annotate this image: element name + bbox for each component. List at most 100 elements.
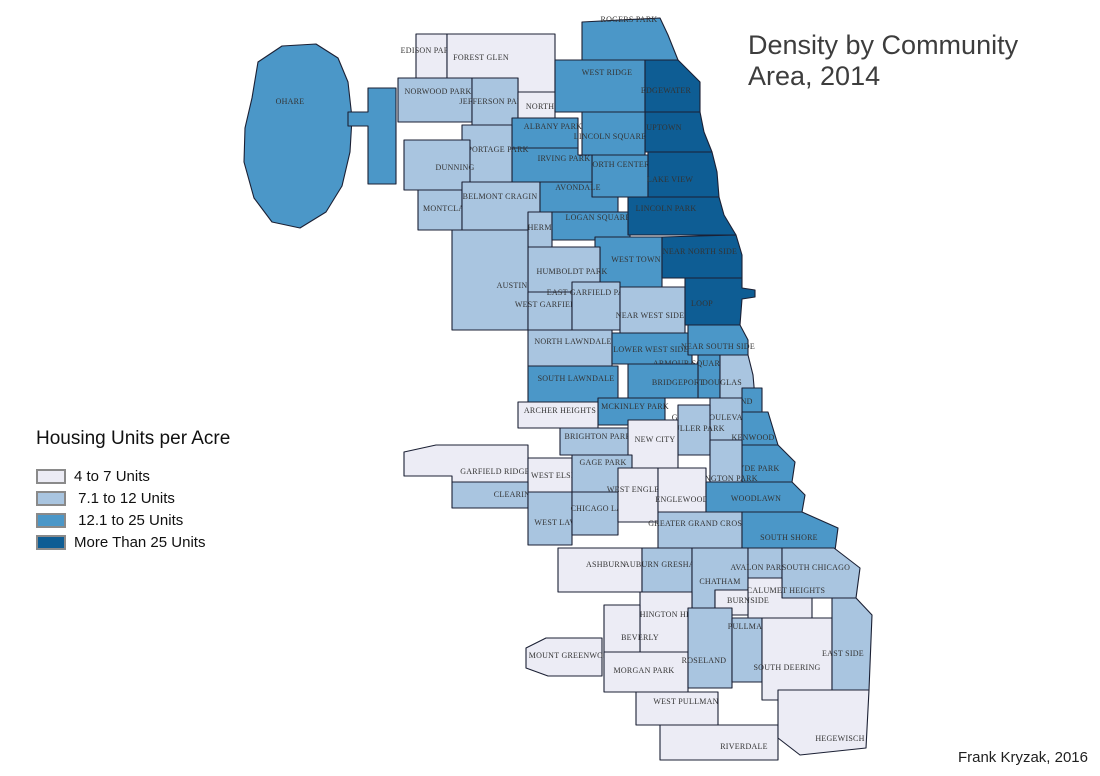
region-shape-avondale [539,181,619,213]
region-label-calumet-heights: CALUMET HEIGHTS [747,586,826,595]
region-label-lincoln-square: LINCOLN SQUARE [574,132,647,141]
legend-swatch-12-to-25 [36,512,66,528]
region-shape-edison-park [415,33,448,79]
region-label-jefferson-park: JEFFERSON PARK [459,97,528,106]
region-west-ridge: WEST RIDGE [554,59,646,113]
region-shape-douglas [719,354,756,399]
region-label-austin: AUSTIN [497,281,528,290]
region-ashburn: ASHBURN [557,547,643,593]
region-west-lawn: WEST LAWN [527,491,583,546]
region-woodlawn: WOODLAWN [705,481,806,513]
region-label-near-north-side: NEAR NORTH SIDE [663,247,737,256]
region-label-dunning: DUNNING [435,163,474,172]
legend-row-0: 4 to 7 Units [36,467,306,485]
region-label-archer-heights: ARCHER HEIGHTS [524,406,596,415]
region-hegewisch: HEGEWISCH [777,689,870,756]
region-label-irving-park: IRVING PARK [538,154,591,163]
map-title-line1: Density by Community [748,30,1019,60]
region-shape-edgewater [644,59,701,113]
region-label-burnside: BURNSIDE [727,596,769,605]
region-south-lawndale: SOUTH LAWNDALE [527,365,619,403]
region-lincoln-square: LINCOLN SQUARE [574,111,647,156]
region-near-north-side: NEAR NORTH SIDE [661,234,743,279]
region-label-mckinley-park: MCKINLEY PARK [601,402,669,411]
region-north-lawndale: NORTH LAWNDALE [527,329,613,367]
region-riverdale: RIVERDALE [659,724,779,761]
region-label-west-ridge: WEST RIDGE [582,68,633,77]
region-shape-north-lawndale [527,329,613,367]
region-label-near-west-side: NEAR WEST SIDE [616,311,685,320]
region-label-ohare: OHARE [276,97,305,106]
region-shape-ohare [243,43,353,229]
region-shape-englewood [657,467,707,513]
region-label-belmont-cragin: BELMONT CRAGIN [463,192,538,201]
region-label-avalon-park: AVALON PARK [730,563,787,572]
region-label-near-south-side: NEAR SOUTH SIDE [681,342,755,351]
region-logan-square: LOGAN SQUARE [551,211,631,241]
region-shape-west-lawn [527,491,573,546]
region-shape-south-lawndale [527,365,619,403]
region-label-edgewater: EDGEWATER [641,86,692,95]
region-west-town: WEST TOWN [594,236,663,288]
region-east-side: EAST SIDE [822,597,873,691]
region-label-auburn-gresham: AUBURN GRESHAM [624,560,702,569]
region-albany-park: ALBANY PARK [511,117,582,149]
region-label-douglas: DOUGLAS [702,378,742,387]
legend-row-3: More Than 25 Units [36,533,306,551]
region-avondale: AVONDALE [539,181,619,213]
attribution: Frank Kryzak, 2016 [957,749,1088,766]
region-shape-bridgeport [627,363,699,399]
region-label-clearing: CLEARING [494,490,536,499]
legend: Housing Units per Acre 4 to 7 Units 7.1 … [36,428,306,556]
legend-row-1: 7.1 to 12 Units [36,490,306,507]
region-shape-west-englewood [617,467,659,523]
region-shape-auburn-gresham [641,547,693,593]
legend-swatch-7-to-12 [36,490,66,506]
region-label-grand-boulevard: GRAND BOULEVARD [672,413,755,422]
map-title-line2: Area, 2014 [748,61,881,91]
region-label-washington-park: WASHINGTON PARK [678,474,758,483]
region-west-pullman: WEST PULLMAN [635,691,719,726]
region-shape-near-north-side [661,234,743,279]
region-label-morgan-park: MORGAN PARK [614,666,675,675]
region-archer-heights: ARCHER HEIGHTS [517,401,599,429]
region-label-west-englewood: WEST ENGLEWOOD [607,485,685,494]
region-label-lincoln-park: LINCOLN PARK [636,204,697,213]
region-label-humboldt-park: HUMBOLDT PARK [536,267,607,276]
region-lincoln-park: LINCOLN PARK [627,196,737,236]
region-new-city: NEW CITY [627,419,679,469]
region-label-albany-park: ALBANY PARK [524,122,582,131]
legend-label-4-to-7: 4 to 7 Units [74,467,150,485]
region-shape-garfield-ridge [403,444,529,483]
legend-label-12-to-25: 12.1 to 25 Units [74,511,184,529]
region-shape-rogers-park [581,17,679,61]
region-label-pullman: PULLMAN [728,622,768,631]
region-label-ashburn: ASHBURN [586,560,626,569]
region-loop: LOOP [684,277,756,326]
region-bridgeport: BRIDGEPORT [627,363,704,399]
region-label-west-pullman: WEST PULLMAN [653,697,718,706]
region-shape-roseland [687,607,733,689]
region-label-woodlawn: WOODLAWN [731,494,781,503]
region-south-deering: SOUTH DEERING [753,617,833,701]
region-edgewater: EDGEWATER [641,59,701,113]
region-label-chicago-lawn: CHICAGO LAWN [571,504,636,513]
region-englewood: ENGLEWOOD [655,467,708,513]
region-rogers-park: ROGERS PARK [581,15,679,61]
region-near-west-side: NEAR WEST SIDE [616,286,686,334]
region-label-portage-park: PORTAGE PARK [467,145,528,154]
region-label-chatham: CHATHAM [699,577,740,586]
region-shape-mount-greenwood [525,637,603,677]
region-roseland: ROSELAND [682,607,733,689]
region-shape-austin [451,229,529,331]
region-label-west-town: WEST TOWN [611,255,661,264]
region-shape-south-deering [761,617,833,701]
region-label-kenwood: KENWOOD [731,433,774,442]
region-douglas: DOUGLAS [702,354,756,399]
region-label-south-deering: SOUTH DEERING [753,663,820,672]
legend-label-more-25: More Than 25 Units [74,533,206,551]
region-label-brighton-park: BRIGHTON PARK [564,432,631,441]
region-shape-greater-grand-crossing [657,511,743,549]
region-uptown: UPTOWN [644,111,713,153]
